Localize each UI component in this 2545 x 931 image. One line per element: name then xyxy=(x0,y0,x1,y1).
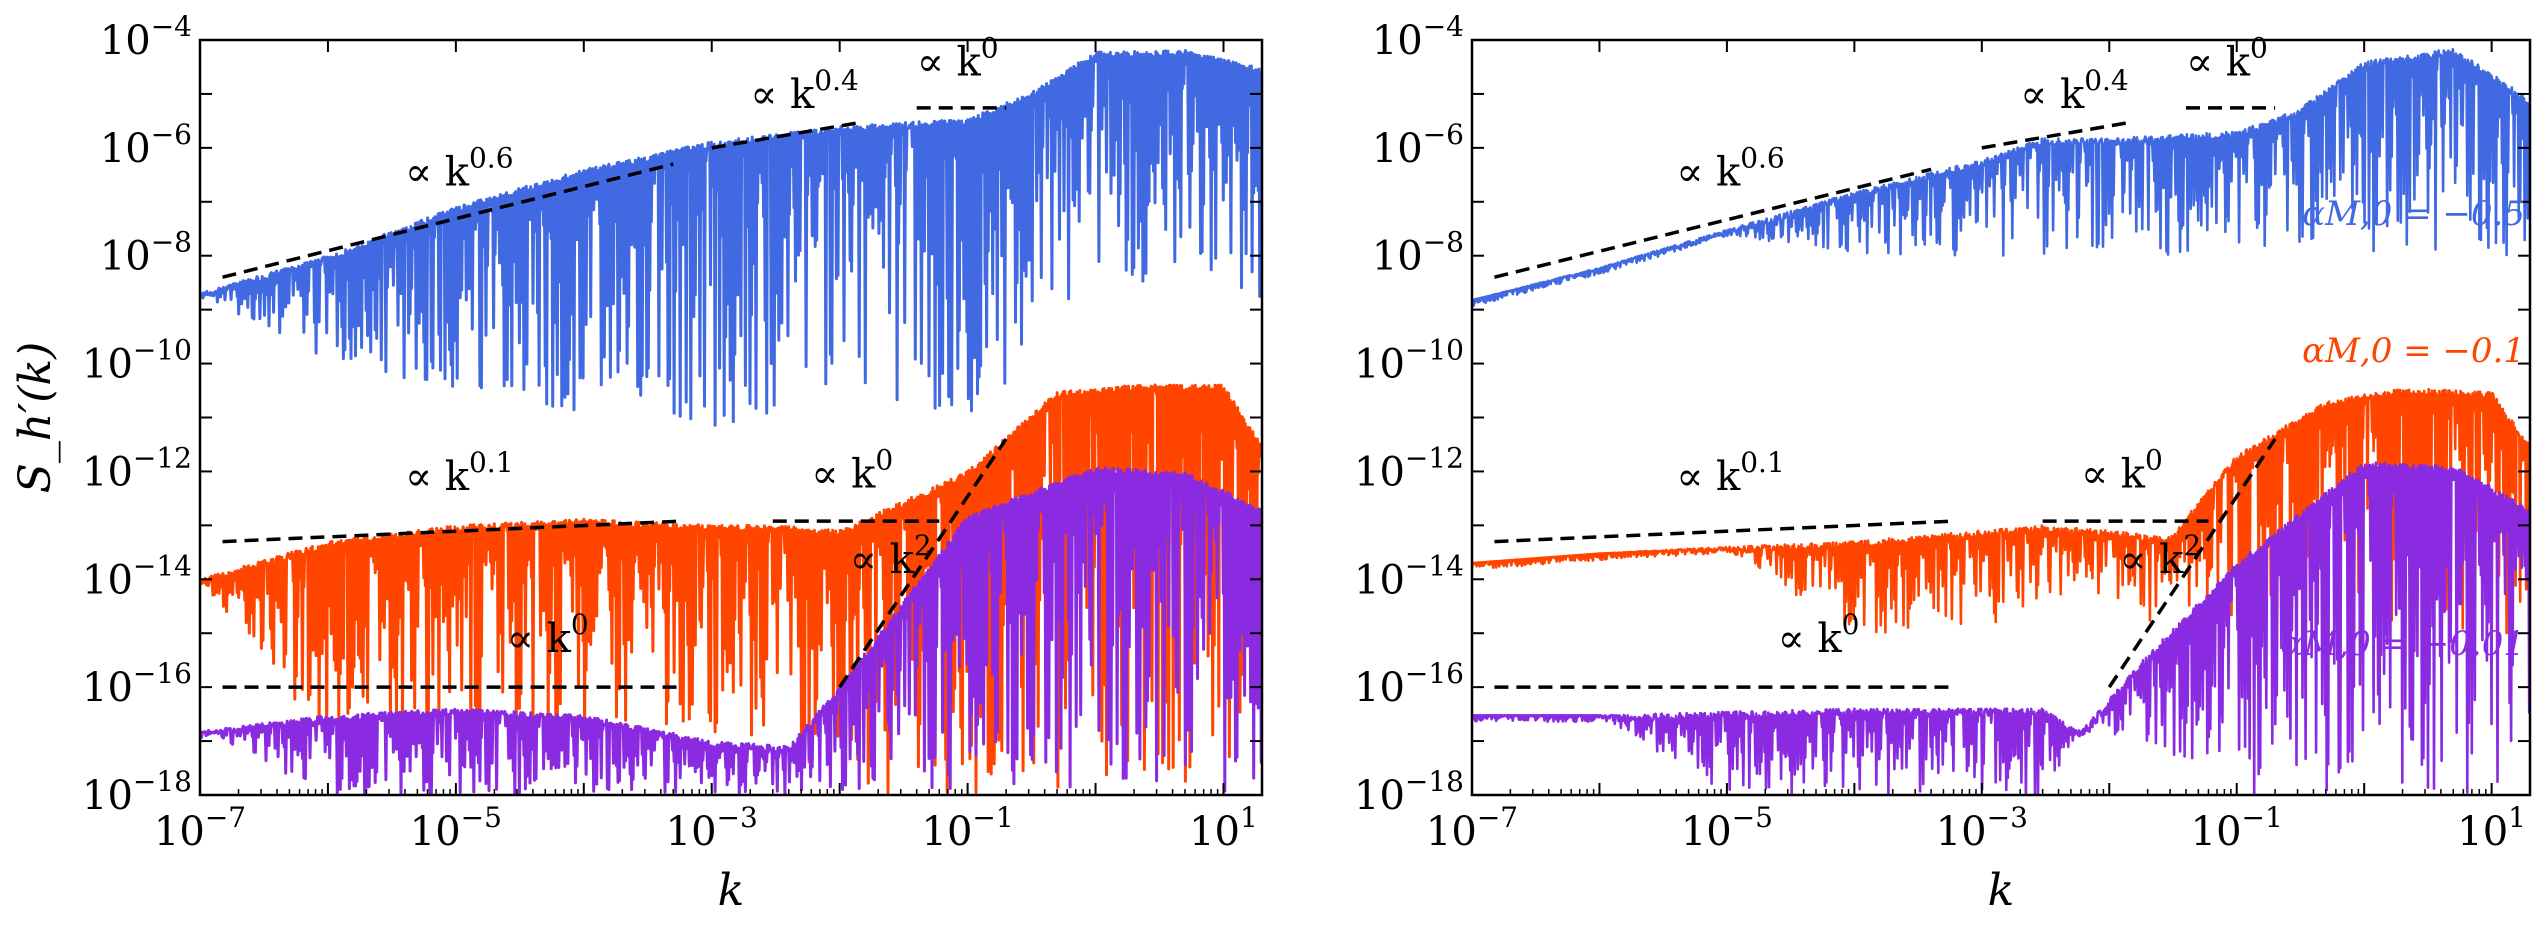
x-tick-label: 101 xyxy=(1189,801,1258,855)
y-tick-label: 10−10 xyxy=(82,334,192,388)
y-tick-label: 10−6 xyxy=(1372,118,1464,172)
series-line xyxy=(1472,47,2530,308)
x-tick-label: 10−7 xyxy=(1426,801,1518,855)
reference-label: ∝ k0.1 xyxy=(1676,446,1785,500)
x-axis-label: k xyxy=(1988,865,2015,916)
series-line xyxy=(1472,461,2530,795)
reference-line xyxy=(222,519,684,544)
reference-label: ∝ k0 xyxy=(507,608,589,662)
x-tick-label: 10−1 xyxy=(922,801,1014,855)
reference-line xyxy=(1494,167,1932,279)
y-tick-label: 10−8 xyxy=(1372,226,1464,280)
reference-line xyxy=(838,437,1008,689)
y-tick-label: 10−10 xyxy=(1354,334,1464,388)
reference-line xyxy=(222,162,674,279)
reference-line xyxy=(1494,519,1954,544)
legend-entry: αM,0 = −0.01 xyxy=(2280,624,2525,664)
reference-label: ∝ k0 xyxy=(811,444,893,498)
reference-label: ∝ k0 xyxy=(2081,444,2163,498)
reference-label: ∝ k0.4 xyxy=(2020,64,2129,118)
x-tick-label: 10−3 xyxy=(666,801,758,855)
x-tick-label: 10−5 xyxy=(1681,801,1773,855)
reference-label: ∝ k0.4 xyxy=(750,64,859,118)
reference-label: ∝ k0.6 xyxy=(1676,142,1785,196)
series-line xyxy=(200,466,1262,795)
reference-line xyxy=(1981,120,2133,150)
reference-label: ∝ k0.6 xyxy=(405,142,514,196)
series-line xyxy=(200,383,1262,795)
plot-area xyxy=(1472,47,2530,795)
y-tick-label: 10−6 xyxy=(100,118,192,172)
y-tick-label: 10−18 xyxy=(82,765,192,819)
x-axis-label: k xyxy=(718,865,745,916)
reference-label: ∝ k2 xyxy=(850,529,932,583)
legend-entry: αM,0 = −0.1 xyxy=(2302,331,2525,371)
reference-label: ∝ k2 xyxy=(2119,529,2201,583)
y-tick-label: 10−4 xyxy=(1372,10,1464,64)
series-line xyxy=(200,49,1262,427)
y-tick-label: 10−14 xyxy=(1354,549,1464,603)
y-tick-label: 10−18 xyxy=(1354,765,1464,819)
plot-area xyxy=(200,49,1262,795)
y-tick-label: 10−12 xyxy=(82,441,192,495)
reference-line xyxy=(711,120,863,150)
y-tick-label: 10−16 xyxy=(1354,657,1464,711)
reference-label: ∝ k0 xyxy=(1778,608,1860,662)
reference-line xyxy=(2107,437,2277,689)
y-tick-label: 10−8 xyxy=(100,226,192,280)
y-tick-label: 10−12 xyxy=(1354,441,1464,495)
reference-label: ∝ k0.1 xyxy=(405,446,514,500)
x-tick-label: 10−7 xyxy=(154,801,246,855)
x-tick-label: 10−5 xyxy=(410,801,502,855)
x-tick-label: 10−1 xyxy=(2191,801,2283,855)
x-tick-label: 101 xyxy=(2457,801,2526,855)
legend-entry: αM,0 = −0.5 xyxy=(2302,194,2525,234)
x-tick-label: 10−3 xyxy=(1936,801,2028,855)
y-tick-label: 10−14 xyxy=(82,549,192,603)
y-tick-label: 10−16 xyxy=(82,657,192,711)
y-axis-label: S_h′(k) xyxy=(10,342,61,493)
y-tick-label: 10−4 xyxy=(100,10,192,64)
